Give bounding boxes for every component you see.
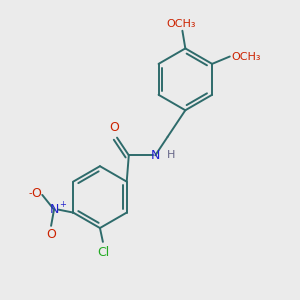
Text: Cl: Cl (97, 246, 109, 259)
Text: +: + (59, 200, 66, 209)
Text: OCH₃: OCH₃ (166, 19, 196, 29)
Text: O: O (31, 187, 41, 200)
Text: O: O (46, 228, 56, 241)
Text: OCH₃: OCH₃ (231, 52, 261, 61)
Text: N: N (49, 203, 59, 216)
Text: N: N (151, 149, 160, 162)
Text: H: H (167, 150, 175, 160)
Text: O: O (109, 121, 119, 134)
Text: -: - (28, 188, 32, 198)
